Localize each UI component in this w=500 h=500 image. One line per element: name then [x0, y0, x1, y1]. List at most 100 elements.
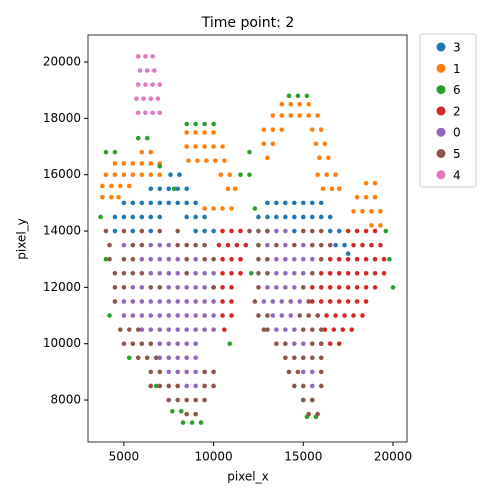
- scatter-point: [336, 270, 342, 276]
- scatter-point: [315, 313, 320, 318]
- scatter-point: [300, 214, 306, 220]
- scatter-point: [318, 369, 324, 375]
- scatter-point: [211, 383, 216, 389]
- scatter-point: [112, 149, 118, 155]
- scatter-point: [193, 270, 198, 276]
- scatter-point: [193, 285, 198, 290]
- scatter-point: [342, 313, 347, 318]
- scatter-point: [336, 299, 342, 304]
- scatter-point: [354, 299, 360, 304]
- scatter-point: [166, 242, 172, 248]
- scatter-point: [148, 214, 154, 220]
- scatter-point: [175, 228, 181, 234]
- scatter-point: [274, 200, 279, 206]
- scatter-point: [157, 341, 163, 347]
- scatter-point: [211, 299, 216, 304]
- scatter-point: [340, 327, 346, 332]
- scatter-point: [202, 242, 207, 248]
- scatter-point: [150, 82, 155, 87]
- scatter-point: [148, 313, 154, 318]
- scatter-point: [157, 270, 163, 276]
- scatter-point: [309, 270, 315, 276]
- scatter-point: [318, 299, 324, 304]
- scatter-point: [360, 242, 365, 248]
- scatter-point: [256, 285, 261, 290]
- scatter-point: [351, 209, 356, 214]
- scatter-point: [211, 144, 216, 149]
- scatter-point: [261, 327, 267, 332]
- scatter-point: [354, 228, 360, 234]
- scatter-point: [100, 183, 105, 189]
- scatter-point: [216, 242, 222, 248]
- scatter-point: [363, 270, 369, 276]
- scatter-point: [229, 313, 234, 318]
- scatter-point: [309, 383, 315, 389]
- scatter-point: [313, 141, 319, 147]
- scatter-point: [342, 242, 347, 248]
- scatter-point: [157, 242, 163, 248]
- scatter-point: [202, 313, 207, 318]
- scatter-point: [157, 228, 163, 234]
- scatter-point: [157, 172, 163, 178]
- scatter-point: [261, 299, 267, 304]
- scatter-point: [195, 158, 200, 163]
- y-tick-label: 16000: [43, 167, 81, 181]
- scatter-point: [270, 141, 276, 147]
- scatter-point: [234, 242, 240, 248]
- scatter-point: [318, 242, 324, 248]
- scatter-point: [283, 270, 288, 276]
- scatter-point: [112, 228, 118, 234]
- scatter-point: [202, 144, 207, 149]
- scatter-point: [363, 299, 369, 304]
- scatter-point: [274, 341, 279, 347]
- scatter-point: [256, 214, 261, 220]
- scatter-point: [130, 200, 136, 206]
- scatter-point: [252, 299, 258, 304]
- scatter-point: [292, 200, 297, 206]
- scatter-point: [309, 299, 315, 304]
- scatter-point: [148, 186, 154, 192]
- scatter-point: [306, 411, 311, 417]
- scatter-point: [148, 383, 154, 389]
- scatter-point: [143, 110, 148, 116]
- scatter-point: [166, 200, 172, 206]
- scatter-point: [372, 256, 378, 262]
- scatter-point: [211, 206, 216, 211]
- scatter-point: [193, 121, 198, 127]
- scatter-point: [139, 327, 145, 332]
- scatter-point: [220, 285, 225, 290]
- scatter-point: [300, 285, 306, 290]
- scatter-point: [265, 256, 270, 262]
- scatter-point: [117, 183, 123, 189]
- scatter-point: [193, 341, 198, 347]
- scatter-point: [157, 256, 163, 262]
- scatter-point: [295, 93, 301, 99]
- scatter-point: [279, 313, 285, 318]
- y-axis-label: pixel_y: [15, 218, 29, 260]
- scatter-point: [189, 420, 195, 425]
- scatter-point: [121, 313, 127, 318]
- scatter-point: [270, 299, 276, 304]
- legend-marker: [436, 85, 446, 95]
- scatter-point: [148, 96, 154, 101]
- chart-title: Time point: 2: [201, 15, 295, 31]
- scatter-point: [130, 242, 136, 248]
- scatter-point: [135, 355, 141, 361]
- scatter-point: [211, 228, 216, 234]
- scatter-point: [148, 327, 154, 332]
- scatter-point: [333, 172, 338, 178]
- scatter-point: [184, 186, 189, 192]
- scatter-point: [144, 355, 150, 361]
- scatter-point: [274, 270, 279, 276]
- scatter-point: [327, 285, 333, 290]
- scatter-point: [152, 68, 157, 73]
- scatter-point: [238, 270, 243, 276]
- scatter-point: [283, 327, 288, 332]
- scatter-point: [283, 214, 288, 220]
- scatter-point: [232, 186, 238, 192]
- scatter-point: [304, 93, 310, 99]
- scatter-point: [270, 127, 276, 132]
- scatter-point: [184, 200, 189, 206]
- scatter-point: [317, 155, 322, 161]
- scatter-point: [107, 313, 112, 318]
